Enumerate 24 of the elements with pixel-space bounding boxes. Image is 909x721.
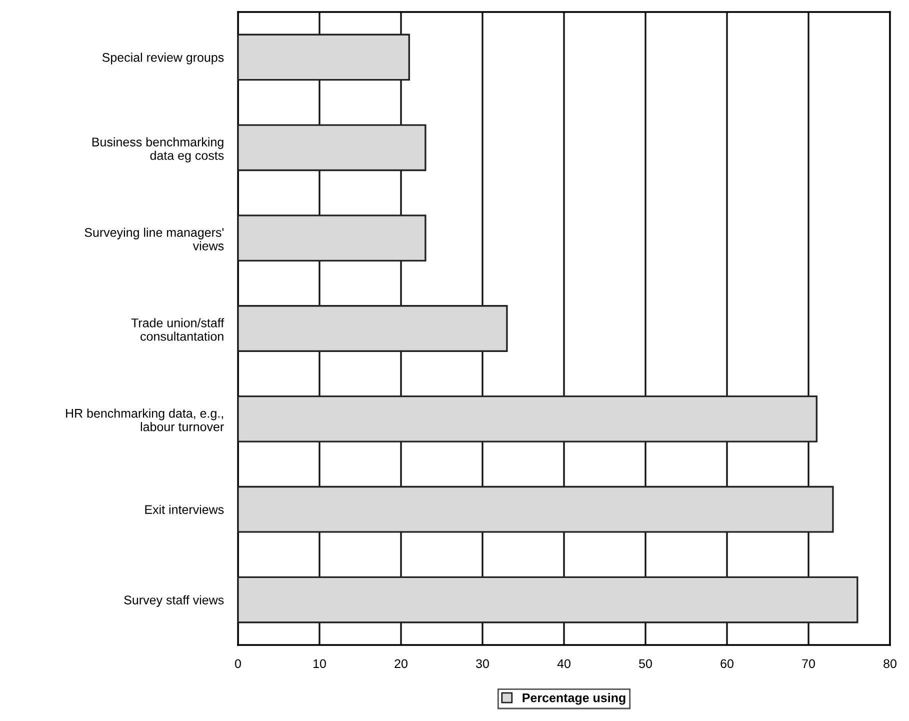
x-tick-label: 50 bbox=[639, 659, 652, 668]
y-tick-label: HR benchmarking data, e.g., labour turnover bbox=[66, 408, 224, 432]
bar bbox=[238, 34, 410, 81]
bar bbox=[238, 486, 834, 533]
y-tick-label: Trade union/staff consultantation bbox=[131, 318, 224, 341]
x-tick-label: 10 bbox=[314, 659, 326, 668]
bar bbox=[238, 305, 508, 352]
x-tick-label: 30 bbox=[476, 659, 489, 668]
bar bbox=[238, 395, 818, 442]
bar bbox=[238, 124, 426, 172]
y-tick-label: Business benchmarking data eg costs bbox=[92, 137, 224, 162]
y-tick-label: Survey staff views bbox=[124, 595, 224, 607]
y-tick-label: Special review groups bbox=[102, 52, 224, 64]
x-tick-label: 60 bbox=[720, 659, 734, 668]
y-tick-label: Surveying line managers' views bbox=[84, 228, 224, 250]
x-tick-label: 0 bbox=[235, 659, 241, 668]
x-tick-label: 80 bbox=[884, 659, 896, 668]
bar bbox=[238, 576, 858, 624]
x-tick-label: 70 bbox=[802, 659, 815, 668]
legend-label: Percentage using bbox=[522, 693, 626, 705]
y-tick-label: Exit interviews bbox=[145, 504, 224, 514]
x-tick-label: 20 bbox=[394, 659, 408, 668]
bar bbox=[238, 214, 426, 262]
x-tick-label: 40 bbox=[557, 659, 570, 668]
